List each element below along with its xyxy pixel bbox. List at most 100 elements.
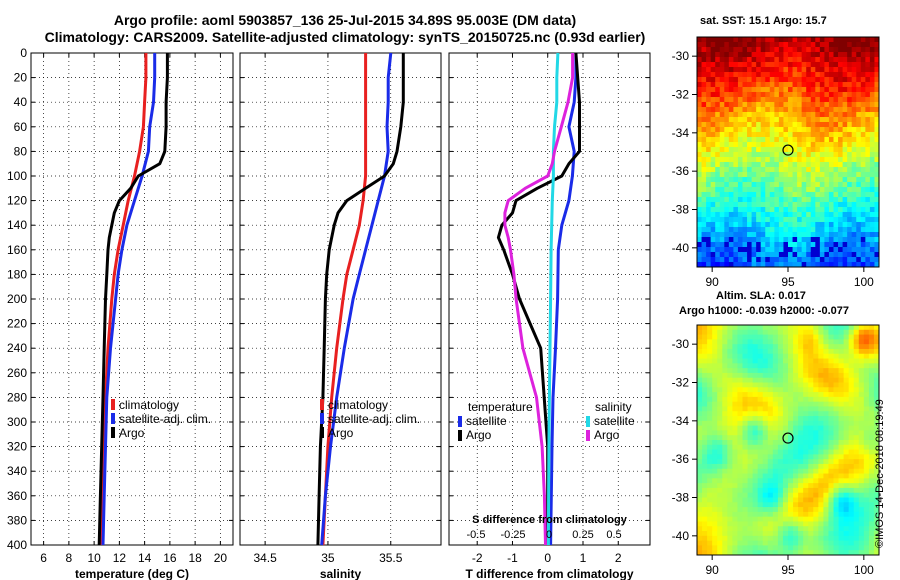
- map-cell: [838, 122, 843, 128]
- map-cell: [767, 435, 774, 441]
- map-cell: [798, 325, 804, 331]
- map-cell: [815, 252, 821, 258]
- map-cell: [874, 47, 880, 53]
- map-cell: [772, 459, 779, 465]
- map-cell: [813, 540, 819, 546]
- legend-label: satellite: [594, 414, 635, 428]
- map-cell: [873, 368, 880, 374]
- float-location-marker[interactable]: [782, 144, 794, 156]
- map-cell: [847, 202, 853, 208]
- map-cell: [737, 507, 743, 513]
- map-cell: [762, 368, 769, 374]
- map-cell: [707, 507, 713, 513]
- map-cell: [813, 531, 819, 537]
- map-cell: [752, 416, 759, 422]
- map-cell: [851, 222, 857, 228]
- map-cell: [824, 147, 830, 153]
- map-cell: [715, 102, 721, 108]
- map-cell: [788, 162, 793, 168]
- map-cell: [833, 502, 839, 508]
- map-cell: [869, 152, 875, 158]
- map-cell: [772, 502, 779, 508]
- float-location-marker[interactable]: [782, 432, 794, 444]
- map-cell: [842, 247, 848, 253]
- map-cell: [701, 202, 707, 208]
- map-cell: [808, 325, 814, 331]
- map-cell: [868, 526, 875, 532]
- map-cell: [717, 444, 723, 450]
- map-cell: [719, 67, 725, 73]
- map-cell: [712, 420, 718, 427]
- map-cell: [722, 497, 728, 503]
- sla-map: 90 95 100-30-32-34-36-38-40: [672, 324, 880, 577]
- map-cell: [833, 207, 839, 213]
- map-cell: [868, 487, 875, 494]
- x-tick-label: -2: [472, 551, 483, 565]
- map-cell: [756, 37, 762, 43]
- map-cell: [853, 478, 860, 484]
- map-cell: [752, 502, 759, 508]
- map-cell: [747, 257, 752, 263]
- map-cell: [847, 242, 853, 248]
- legend-swatch: [111, 413, 115, 424]
- map-cell: [706, 137, 712, 143]
- map-cell: [712, 521, 718, 527]
- map-cell: [858, 473, 865, 479]
- map-cell: [747, 483, 754, 489]
- map-cell: [774, 197, 780, 203]
- map-cell: [777, 420, 784, 427]
- map-cell: [752, 478, 759, 484]
- map-cell: [813, 377, 819, 383]
- map-cell: [697, 382, 703, 388]
- map-cell: [697, 72, 702, 78]
- map-cell: [797, 52, 803, 58]
- map-cell: [874, 262, 880, 268]
- map-cell: [838, 172, 843, 178]
- map-cell: [828, 157, 834, 163]
- map-cell: [801, 147, 807, 153]
- map-cell: [732, 487, 738, 494]
- map-cell: [724, 262, 730, 268]
- map-cell: [828, 377, 834, 383]
- map-cell: [724, 37, 730, 43]
- map-cell: [828, 459, 834, 465]
- map-cell: [848, 425, 855, 431]
- map-cell: [702, 468, 708, 474]
- map-cell: [769, 167, 775, 173]
- map-cell: [742, 444, 748, 450]
- map-cell: [707, 435, 713, 441]
- map-cell: [737, 92, 743, 98]
- map-cell: [765, 92, 771, 98]
- map-cell: [803, 531, 809, 537]
- map-cell: [860, 192, 866, 198]
- map-cell: [856, 262, 862, 268]
- map-cell: [838, 440, 845, 446]
- map-cell: [833, 492, 839, 498]
- map-cell: [737, 157, 743, 163]
- map-cell: [798, 382, 804, 388]
- map-cell: [712, 478, 718, 484]
- map-cell: [823, 463, 829, 470]
- map-cell: [765, 222, 771, 228]
- map-cell: [863, 339, 870, 345]
- map-cell: [767, 540, 774, 546]
- map-cell: [728, 227, 734, 233]
- map-cell: [848, 411, 855, 417]
- map-cell: [843, 368, 850, 374]
- map-cell: [777, 372, 784, 379]
- map-cell: [848, 372, 855, 379]
- map-cell: [772, 531, 779, 537]
- map-cell: [752, 516, 759, 522]
- map-cell: [823, 387, 829, 393]
- map-cell: [782, 382, 789, 388]
- map-cell: [769, 237, 775, 243]
- map-cell: [742, 122, 748, 128]
- map-cell: [760, 167, 766, 173]
- map-cell: [751, 232, 757, 238]
- map-cell: [728, 102, 734, 108]
- map-cell: [757, 535, 764, 542]
- map-cell: [843, 377, 850, 383]
- map-cell: [722, 444, 728, 450]
- map-cell: [727, 483, 733, 489]
- map-cell: [863, 425, 870, 431]
